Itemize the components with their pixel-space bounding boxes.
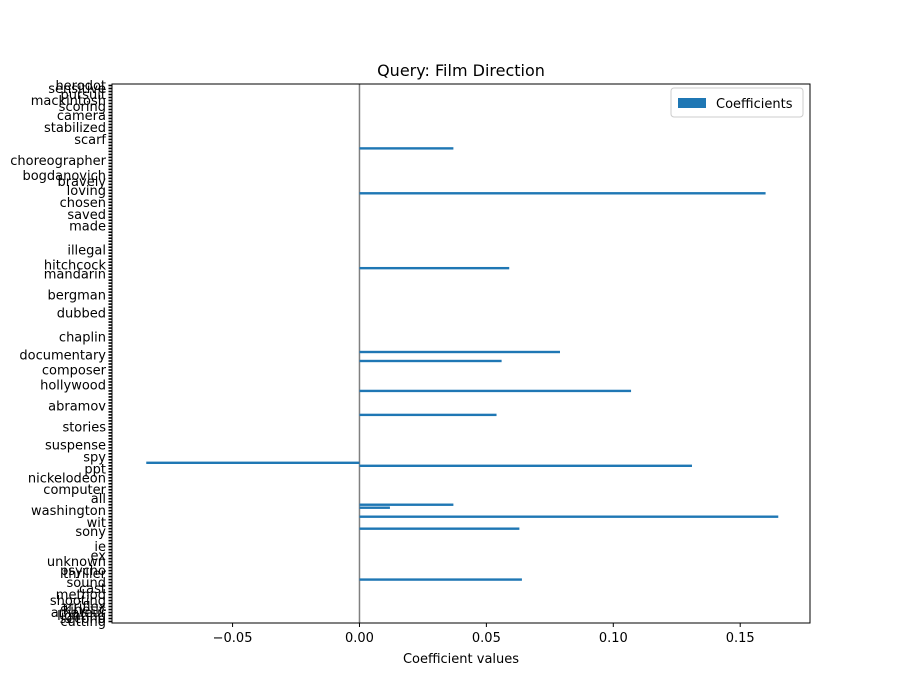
y-tick-label: hollywood [40, 378, 106, 393]
y-tick-label: loving [67, 184, 106, 199]
y-tick-label: dubbed [57, 307, 106, 322]
y-tick-label: psycho [60, 564, 106, 579]
y-tick-label: bravely [57, 175, 106, 190]
bar-7 [146, 461, 360, 464]
y-tick-label: bergman [48, 289, 107, 304]
y-tick-label: thriller [63, 567, 107, 582]
y-tick-label: hitchcock [44, 259, 107, 274]
y-tick-label: cutting [60, 615, 106, 630]
y-tick-label: herodot [55, 79, 106, 94]
bar-9 [359, 503, 454, 506]
legend-frame [670, 87, 804, 118]
legend: Coefficients [670, 87, 804, 118]
y-tick-label: stabilized [44, 121, 106, 136]
y-tick-label: choreographer [10, 154, 106, 169]
y-tick-label: composer [42, 363, 107, 378]
y-tick-label: camera [57, 109, 106, 124]
y-tick-label: pursuit [60, 88, 106, 103]
y-tick-label: abramov [48, 399, 106, 414]
bar-11 [359, 515, 779, 518]
y-tick-label: spy [83, 450, 106, 465]
y-tick-label: documentary [19, 348, 106, 363]
bar-6 [359, 413, 497, 417]
y-tick-label: mackintosh [31, 94, 106, 109]
bar-10 [359, 506, 390, 509]
y-tick-label: scarf [74, 133, 106, 148]
axes-frame [111, 83, 811, 624]
bar-8 [359, 464, 692, 467]
y-tick-label: suspense [45, 438, 106, 453]
y-tick-label: scoring [59, 100, 106, 115]
y-tick-labels: herodotsensitivepursuitmackintoshscoring… [10, 79, 106, 630]
y-tick-label: chaplin [59, 331, 106, 346]
y-tick-label: kinetic [63, 603, 106, 618]
y-tick-label: chosen [60, 196, 106, 211]
y-tick-label: ppt [84, 462, 106, 477]
y-tick-label: saved [67, 208, 106, 223]
y-tick-label: sensitive [48, 82, 106, 97]
chart-title: Query: Film Direction [377, 61, 545, 80]
y-tick-label: lighting [57, 609, 106, 624]
bar-4 [359, 359, 502, 363]
x-tick-label: 0.15 [726, 631, 755, 646]
x-axis-label: Coefficient values [403, 652, 519, 667]
y-tick-label: made [69, 220, 106, 235]
y-tick-label: washington [31, 504, 106, 519]
bar-2 [359, 266, 510, 270]
x-axis: −0.05 0.00 0.05 0.10 0.15 [213, 623, 755, 646]
bar-13 [359, 578, 522, 581]
y-tick-label: ex [91, 549, 107, 564]
bar-0 [359, 147, 454, 150]
y-tick-marks [108, 84, 112, 623]
bar-1 [359, 192, 766, 195]
y-tick-label: illegal [67, 244, 106, 259]
y-tick-label: arriflex [60, 600, 106, 615]
y-tick-label: sound [67, 576, 106, 591]
y-tick-label: mandarin [44, 268, 106, 283]
y-tick-label: ie [94, 540, 106, 555]
y-tick-label: sony [75, 525, 106, 540]
y-tick-label: cast [79, 582, 106, 597]
y-tick-label: bogdanovich [22, 169, 106, 184]
y-tick-label: all [91, 492, 106, 507]
y-tick-label: second [60, 612, 106, 627]
legend-swatch [678, 98, 706, 108]
plot-area [111, 83, 811, 624]
bar-12 [359, 527, 520, 530]
x-tick-label: 0.10 [599, 631, 628, 646]
x-tick-label: 0.00 [345, 631, 374, 646]
x-tick-label: −0.05 [213, 631, 253, 646]
y-tick-label: computer [43, 483, 106, 498]
x-tick-label: 0.05 [472, 631, 501, 646]
bar-3 [359, 350, 560, 354]
y-tick-label: method [56, 588, 106, 603]
y-tick-label: wit [87, 516, 106, 531]
y-tick-label: nickelodeon [28, 471, 106, 486]
y-tick-label: unknown [47, 555, 106, 570]
y-tick-label: amateur [51, 606, 107, 621]
legend-label: Coefficients [716, 97, 793, 112]
y-tick-label: stories [62, 420, 106, 435]
y-tick-label: shooting [50, 594, 106, 609]
bar-5 [359, 389, 632, 393]
